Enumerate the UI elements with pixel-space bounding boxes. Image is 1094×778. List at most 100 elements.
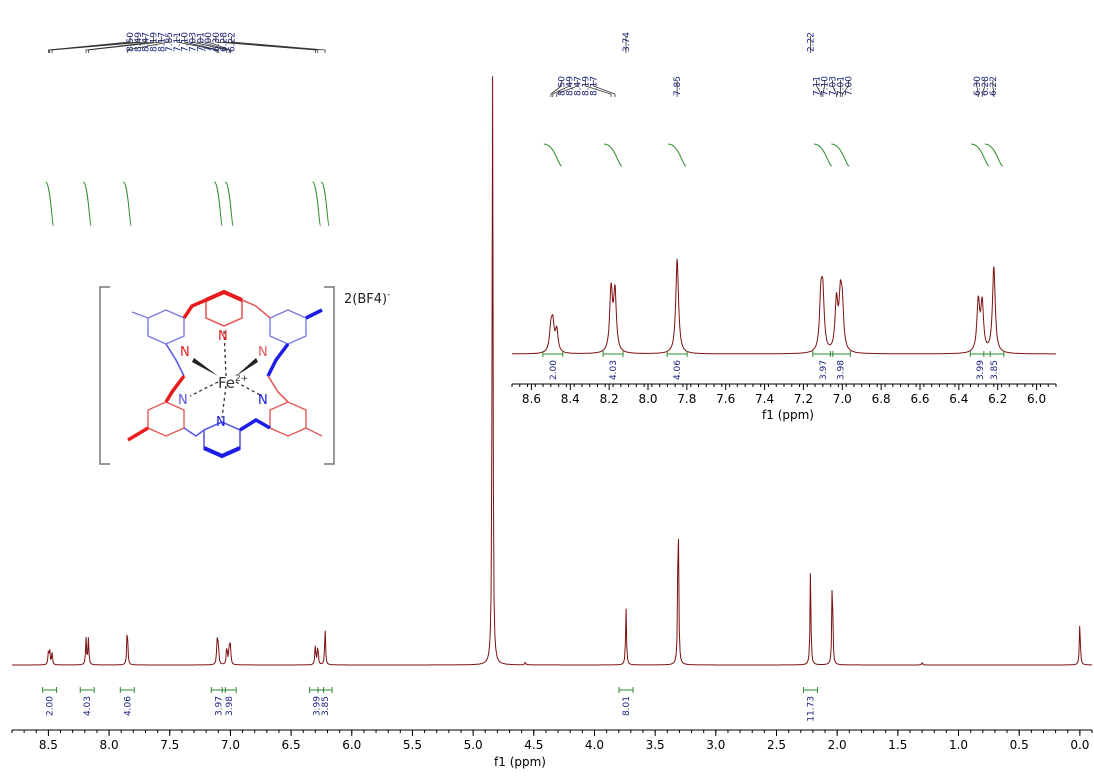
inset-tick-label: 8.2 xyxy=(600,392,619,406)
main-integration-value: 8.01 xyxy=(622,696,632,716)
inset-tick-label: 6.8 xyxy=(872,392,891,406)
counterion-label: 2(BF4)- xyxy=(344,290,390,307)
main-tick-label: 3.0 xyxy=(706,738,725,752)
main-tick-label: 7.5 xyxy=(160,738,179,752)
bottom-pyridine-bold-edge xyxy=(204,448,240,456)
inset-integral-curve xyxy=(831,144,849,166)
metal-center: Fe2+ xyxy=(218,374,248,392)
linker-bottom-right xyxy=(240,420,270,430)
inset-tick-label: 6.2 xyxy=(988,392,1007,406)
linker-lower-right xyxy=(268,376,288,402)
main-tick-label: 5.5 xyxy=(403,738,422,752)
main-x-axis-title: f1 (ppm) xyxy=(494,755,546,769)
main-tick-label: 7.0 xyxy=(221,738,240,752)
right-bracket xyxy=(324,287,334,464)
inset-x-axis-title: f1 (ppm) xyxy=(762,408,814,422)
top-pyridine-bold-edge xyxy=(206,292,242,300)
inset-integration-value: 4.06 xyxy=(673,360,683,380)
metal-charge: 2+ xyxy=(235,374,248,384)
main-group3-peak-label: 2.22 xyxy=(807,32,817,52)
main-tick-label: 3.5 xyxy=(646,738,665,752)
main-integration-value: 11.73 xyxy=(807,696,817,722)
inset-integral-curve xyxy=(604,144,622,166)
atom-n-upper-right: N xyxy=(258,345,268,360)
inset-tick-label: 6.6 xyxy=(910,392,929,406)
inset-integral-curves xyxy=(544,144,1003,166)
inset-tick-label: 7.6 xyxy=(716,392,735,406)
inset-tick-label: 6.4 xyxy=(949,392,968,406)
main-integration-value: 4.03 xyxy=(83,696,93,716)
inset-integration-value: 4.03 xyxy=(609,360,619,380)
counterion-formula: 2(BF4) xyxy=(344,292,387,307)
inset-integral-curve xyxy=(668,144,686,166)
inset-spectrum xyxy=(512,259,1056,354)
main-tick-label: 6.0 xyxy=(342,738,361,752)
inset-tick-label: 7.8 xyxy=(677,392,696,406)
inset-tick-label: 7.4 xyxy=(755,392,774,406)
main-integral-curve xyxy=(321,182,329,226)
inset-integration-value: 2.00 xyxy=(549,360,559,380)
main-integration-value: 3.85 xyxy=(321,696,331,716)
main-tick-label: 0.0 xyxy=(1070,738,1089,752)
inset-integral-curve xyxy=(814,144,832,166)
atom-n-upper-left: N xyxy=(180,345,190,360)
linker-right-n xyxy=(268,344,288,376)
molecule-structure: N N N N N N Fe2+ 2(BF4)- xyxy=(100,287,390,464)
main-group2-peak-label: 3.74 xyxy=(622,32,632,52)
main-tick-label: 4.5 xyxy=(524,738,543,752)
inset-integral-curve xyxy=(985,144,1003,166)
lower-left-methyl xyxy=(128,428,148,440)
linker-top-right xyxy=(242,300,270,318)
main-tick-label: 0.5 xyxy=(1010,738,1029,752)
inset-b-peak-label: 7.85 xyxy=(673,76,683,96)
main-integral-curve xyxy=(123,182,131,226)
bond-fe-left-n xyxy=(190,382,218,396)
main-integral-curve xyxy=(313,182,321,226)
main-integral-curve xyxy=(214,182,222,226)
main-tick-label: 2.5 xyxy=(767,738,786,752)
main-integration-value: 2.00 xyxy=(46,696,56,716)
atom-n-right: N xyxy=(258,393,268,408)
lower-right-benzene-ring xyxy=(270,402,306,436)
inset-tick-label: 6.0 xyxy=(1027,392,1046,406)
main-integral-curve xyxy=(225,182,233,226)
main-integration-value: 3.98 xyxy=(225,696,235,716)
inset-tick-label: 8.4 xyxy=(561,392,580,406)
main-tick-label: 4.0 xyxy=(585,738,604,752)
main-integral-curves xyxy=(46,182,330,226)
main-tick-label: 5.0 xyxy=(464,738,483,752)
inset-tick-label: 7.0 xyxy=(833,392,852,406)
atom-n-bottom: N xyxy=(216,415,226,430)
inset-integration-value: 3.97 xyxy=(819,360,829,380)
main-integral-curve xyxy=(83,182,91,226)
upper-right-benzene-ring xyxy=(270,310,306,344)
counterion-charge: - xyxy=(387,290,390,300)
lower-right-methyl xyxy=(306,428,322,436)
main-integration-value: 4.06 xyxy=(123,696,133,716)
metal-symbol: Fe xyxy=(218,374,235,392)
main-peak-labels: 8.508.498.478.198.177.857.117.107.037.01… xyxy=(48,32,816,53)
upper-right-methyl xyxy=(306,310,322,318)
main-tick-label: 8.5 xyxy=(39,738,58,752)
inset-integral-curve xyxy=(971,144,989,166)
linker-top-left xyxy=(184,300,206,318)
main-tick-label: 1.5 xyxy=(888,738,907,752)
inset-tick-label: 8.6 xyxy=(522,392,541,406)
bond-fe-upper-left-wedge xyxy=(192,358,218,376)
atom-n-top: N xyxy=(218,329,228,344)
main-tick-label: 1.0 xyxy=(949,738,968,752)
spectrum-trace xyxy=(512,259,1056,354)
main-group1-peak-leader xyxy=(224,36,318,53)
inset-integration-value: 3.85 xyxy=(990,360,1000,380)
atom-n-left: N xyxy=(178,393,188,408)
upper-left-methyl xyxy=(132,312,148,318)
main-integration-value: 3.97 xyxy=(214,696,224,716)
